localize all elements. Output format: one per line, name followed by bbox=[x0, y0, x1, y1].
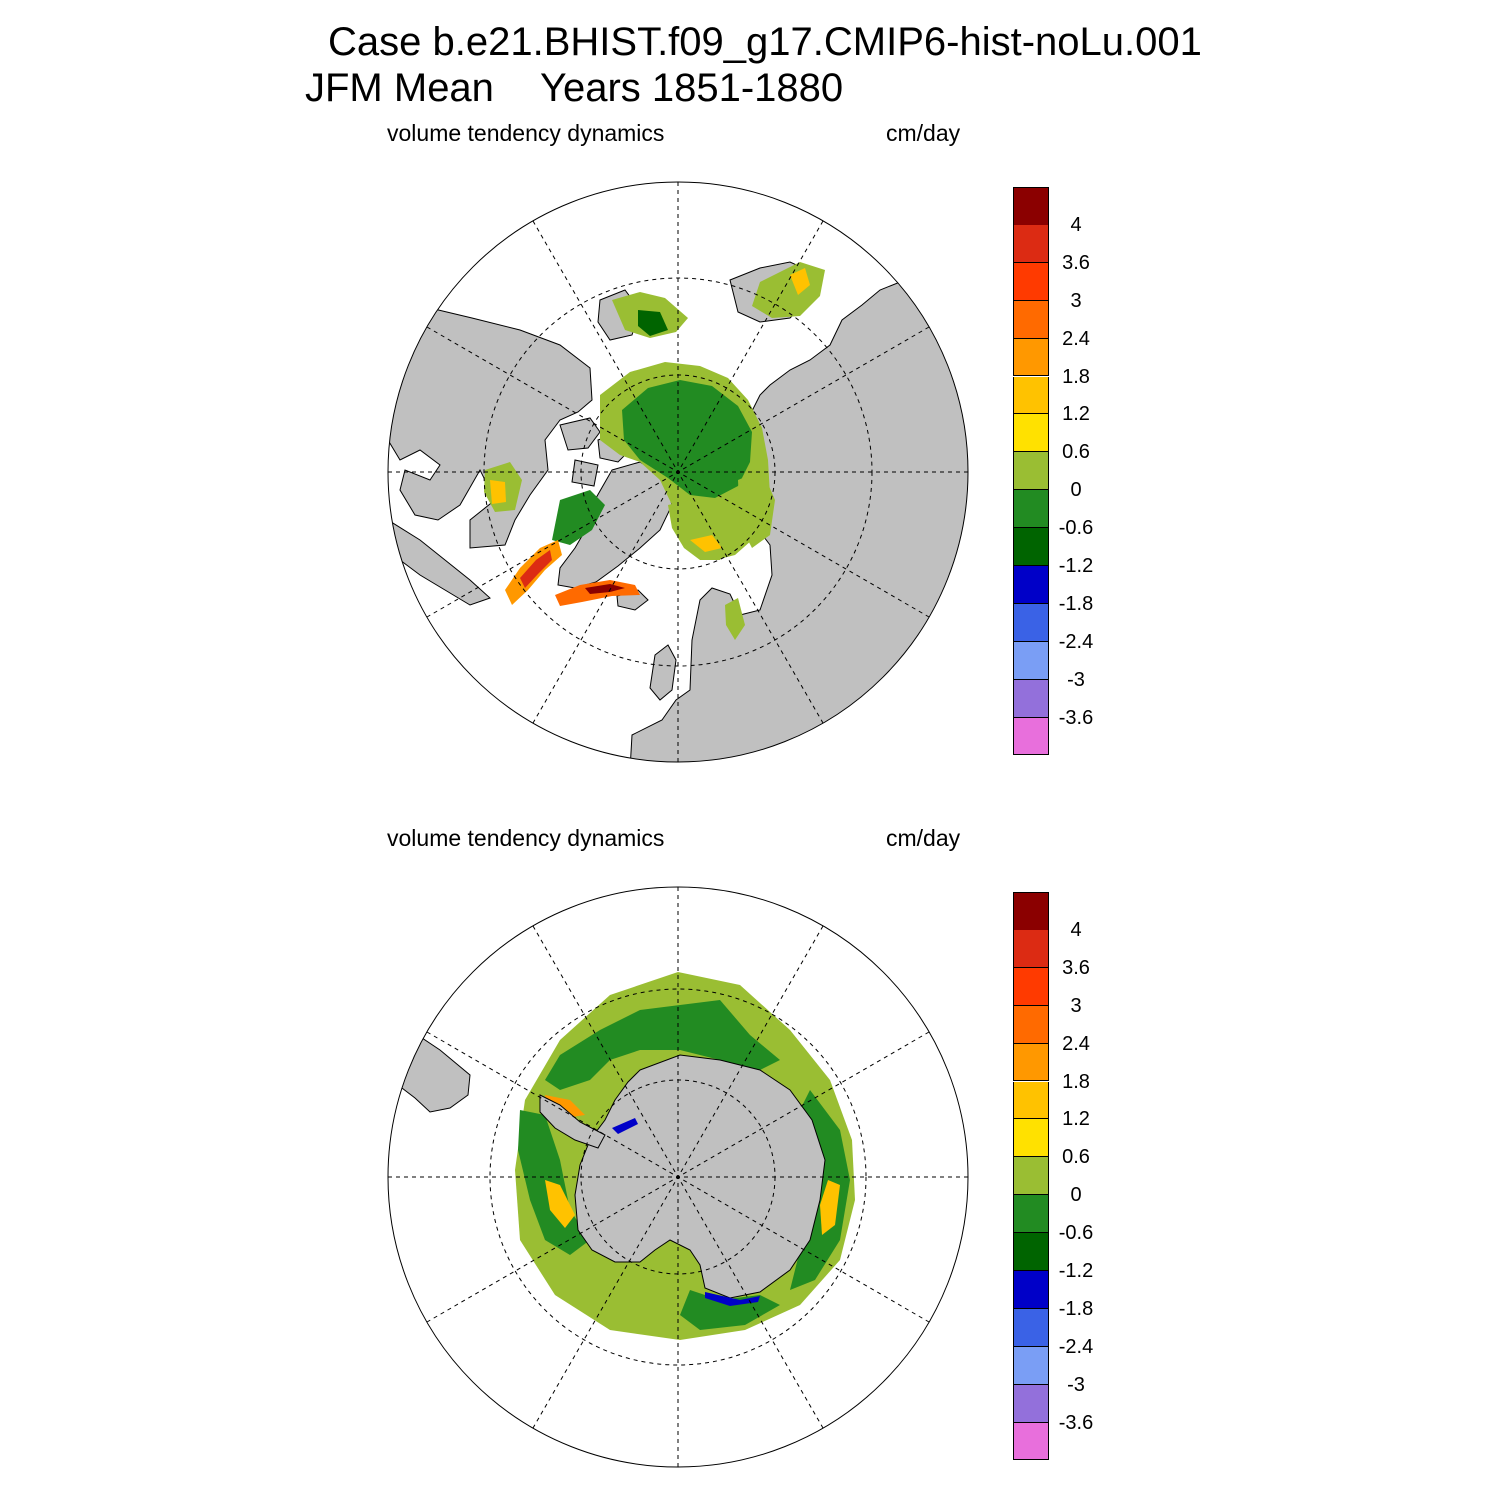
north-colorbar-swatch bbox=[1013, 566, 1049, 604]
south-map-border bbox=[387, 886, 969, 1468]
north-colorbar-level-label: 0 bbox=[1070, 479, 1082, 502]
north-colorbar-swatch bbox=[1013, 528, 1049, 566]
baffin-bay-field bbox=[552, 490, 605, 545]
south-colorbar-level-label: -1.2 bbox=[1058, 1260, 1094, 1282]
north-colorbar-swatch bbox=[1013, 717, 1049, 756]
north-colorbar-swatch bbox=[1013, 414, 1049, 453]
north-colorbar-level-label: -0.6 bbox=[1058, 517, 1094, 540]
north-colorbar-swatch bbox=[1013, 679, 1049, 718]
south-colorbar-swatch bbox=[1013, 892, 1049, 931]
hudson-bay-yellow-field bbox=[490, 480, 506, 504]
north-colorbar-level-label: 1.8 bbox=[1062, 365, 1090, 388]
north-variable-label: volume tendency dynamics bbox=[387, 120, 665, 146]
north-colorbar-level-label: 4 bbox=[1070, 213, 1082, 236]
south-colorbar-swatch bbox=[1013, 1422, 1049, 1461]
barents-sea-field bbox=[738, 470, 775, 548]
north-colorbar-swatch bbox=[1013, 338, 1049, 377]
canadian-archipelago-island bbox=[559, 417, 601, 451]
south-colorbar-level-label: 1.8 bbox=[1062, 1070, 1090, 1093]
bering-sea-dark-field bbox=[638, 310, 668, 336]
north-colorbar-swatch bbox=[1013, 376, 1049, 415]
antarctic-coast-yellow-west bbox=[545, 1180, 575, 1228]
antarctic-coast-blue-edge-south bbox=[705, 1292, 760, 1306]
north-colorbar-level-label: -1.2 bbox=[1058, 555, 1094, 577]
north-colorbar-swatch bbox=[1013, 603, 1049, 642]
okhotsk-sea-yellow-field bbox=[790, 268, 810, 295]
north-colorbar-level-label: -3.6 bbox=[1058, 706, 1094, 729]
north-units-label: cm/day bbox=[886, 120, 961, 146]
north-colorbar-level-label: -3 bbox=[1067, 668, 1085, 691]
north-colorbar-level-label: 2.4 bbox=[1062, 327, 1090, 350]
south-colorbar-level-label: 4 bbox=[1070, 918, 1082, 941]
north-colorbar-swatch bbox=[1013, 262, 1049, 301]
north-colorbar-swatch bbox=[1013, 224, 1049, 263]
south-colorbar-level-label: -0.6 bbox=[1058, 1222, 1094, 1245]
north-colorbar-level-label: -2.4 bbox=[1058, 630, 1094, 653]
south-colorbar-level-label: 3.6 bbox=[1062, 956, 1090, 979]
south-colorbar-level-label: -1.8 bbox=[1058, 1297, 1094, 1320]
south-colorbar-level-label: 0.6 bbox=[1062, 1146, 1090, 1169]
south-colorbar-swatch bbox=[1013, 1308, 1049, 1347]
south-colorbar-swatch bbox=[1013, 1043, 1049, 1082]
labrador-sea-red-band bbox=[520, 550, 552, 588]
south-colorbar-swatch bbox=[1013, 1346, 1049, 1385]
south-colorbar-swatch bbox=[1013, 1119, 1049, 1158]
north-grid bbox=[388, 182, 968, 762]
antarctic-coast-yellow-east bbox=[820, 1180, 840, 1235]
south-colorbar-swatch bbox=[1013, 1157, 1049, 1196]
south-colorbar-level-label: 0 bbox=[1070, 1184, 1082, 1207]
north-polar-map bbox=[387, 181, 969, 763]
south-colorbar-level-label: 1.2 bbox=[1062, 1108, 1090, 1131]
north-colorbar-level-label: 3.6 bbox=[1062, 251, 1090, 274]
south-colorbar-level-label: -3 bbox=[1067, 1373, 1085, 1396]
south-colorbar-swatch bbox=[1013, 1005, 1049, 1044]
figure-title-period: JFM Mean Years 1851-1880 bbox=[305, 66, 843, 110]
central-arctic-green-field bbox=[622, 380, 752, 498]
south-colorbar-level-label: 3 bbox=[1070, 994, 1082, 1017]
north-colorbar-swatch bbox=[1013, 641, 1049, 680]
north-colorbar-swatch bbox=[1013, 187, 1049, 226]
south-units-label: cm/day bbox=[886, 825, 961, 851]
south-colorbar-swatch bbox=[1013, 967, 1049, 1006]
south-colorbar-level-label: -3.6 bbox=[1058, 1411, 1094, 1434]
canadian-archipelago-island bbox=[571, 459, 599, 487]
season-label: JFM Mean bbox=[305, 66, 494, 110]
greenland-south-darkred-band bbox=[585, 584, 625, 594]
south-colorbar-swatch bbox=[1013, 929, 1049, 968]
south-colorbar-swatch bbox=[1013, 1271, 1049, 1309]
north-colorbar-level-label: 0.6 bbox=[1062, 441, 1090, 464]
british-isles-landmass bbox=[649, 644, 677, 701]
figure-title-case: Case b.e21.BHIST.f09_g17.CMIP6-hist-noLu… bbox=[328, 20, 1202, 64]
south-polar-map bbox=[387, 886, 969, 1468]
barents-yellow-patch bbox=[690, 535, 722, 552]
south-colorbar-swatch bbox=[1013, 1384, 1049, 1423]
north-colorbar-swatch bbox=[1013, 300, 1049, 339]
north-colorbar-level-label: -1.8 bbox=[1058, 592, 1094, 615]
baltic-sea-field bbox=[725, 598, 745, 640]
south-colorbar-swatch bbox=[1013, 1081, 1049, 1120]
north-colorbar-level-label: 1.2 bbox=[1062, 403, 1090, 426]
south-colorbar-level-label: -2.4 bbox=[1058, 1335, 1094, 1358]
south-grid bbox=[388, 887, 968, 1467]
north-colorbar-swatch bbox=[1013, 490, 1049, 529]
years-label: Years 1851-1880 bbox=[539, 66, 844, 110]
south-colorbar-swatch bbox=[1013, 1195, 1049, 1234]
north-colorbar-swatch bbox=[1013, 452, 1049, 491]
antarctic-coast-blue-edge bbox=[612, 1118, 638, 1134]
south-colorbar-swatch bbox=[1013, 1233, 1049, 1271]
north-map-border bbox=[387, 181, 969, 763]
south-variable-label: volume tendency dynamics bbox=[387, 825, 665, 851]
southern-ocean-green-patches bbox=[545, 1000, 780, 1090]
south-colorbar-level-label: 2.4 bbox=[1062, 1032, 1090, 1055]
north-colorbar-level-label: 3 bbox=[1070, 289, 1082, 312]
antarctic-peninsula bbox=[539, 1094, 606, 1149]
